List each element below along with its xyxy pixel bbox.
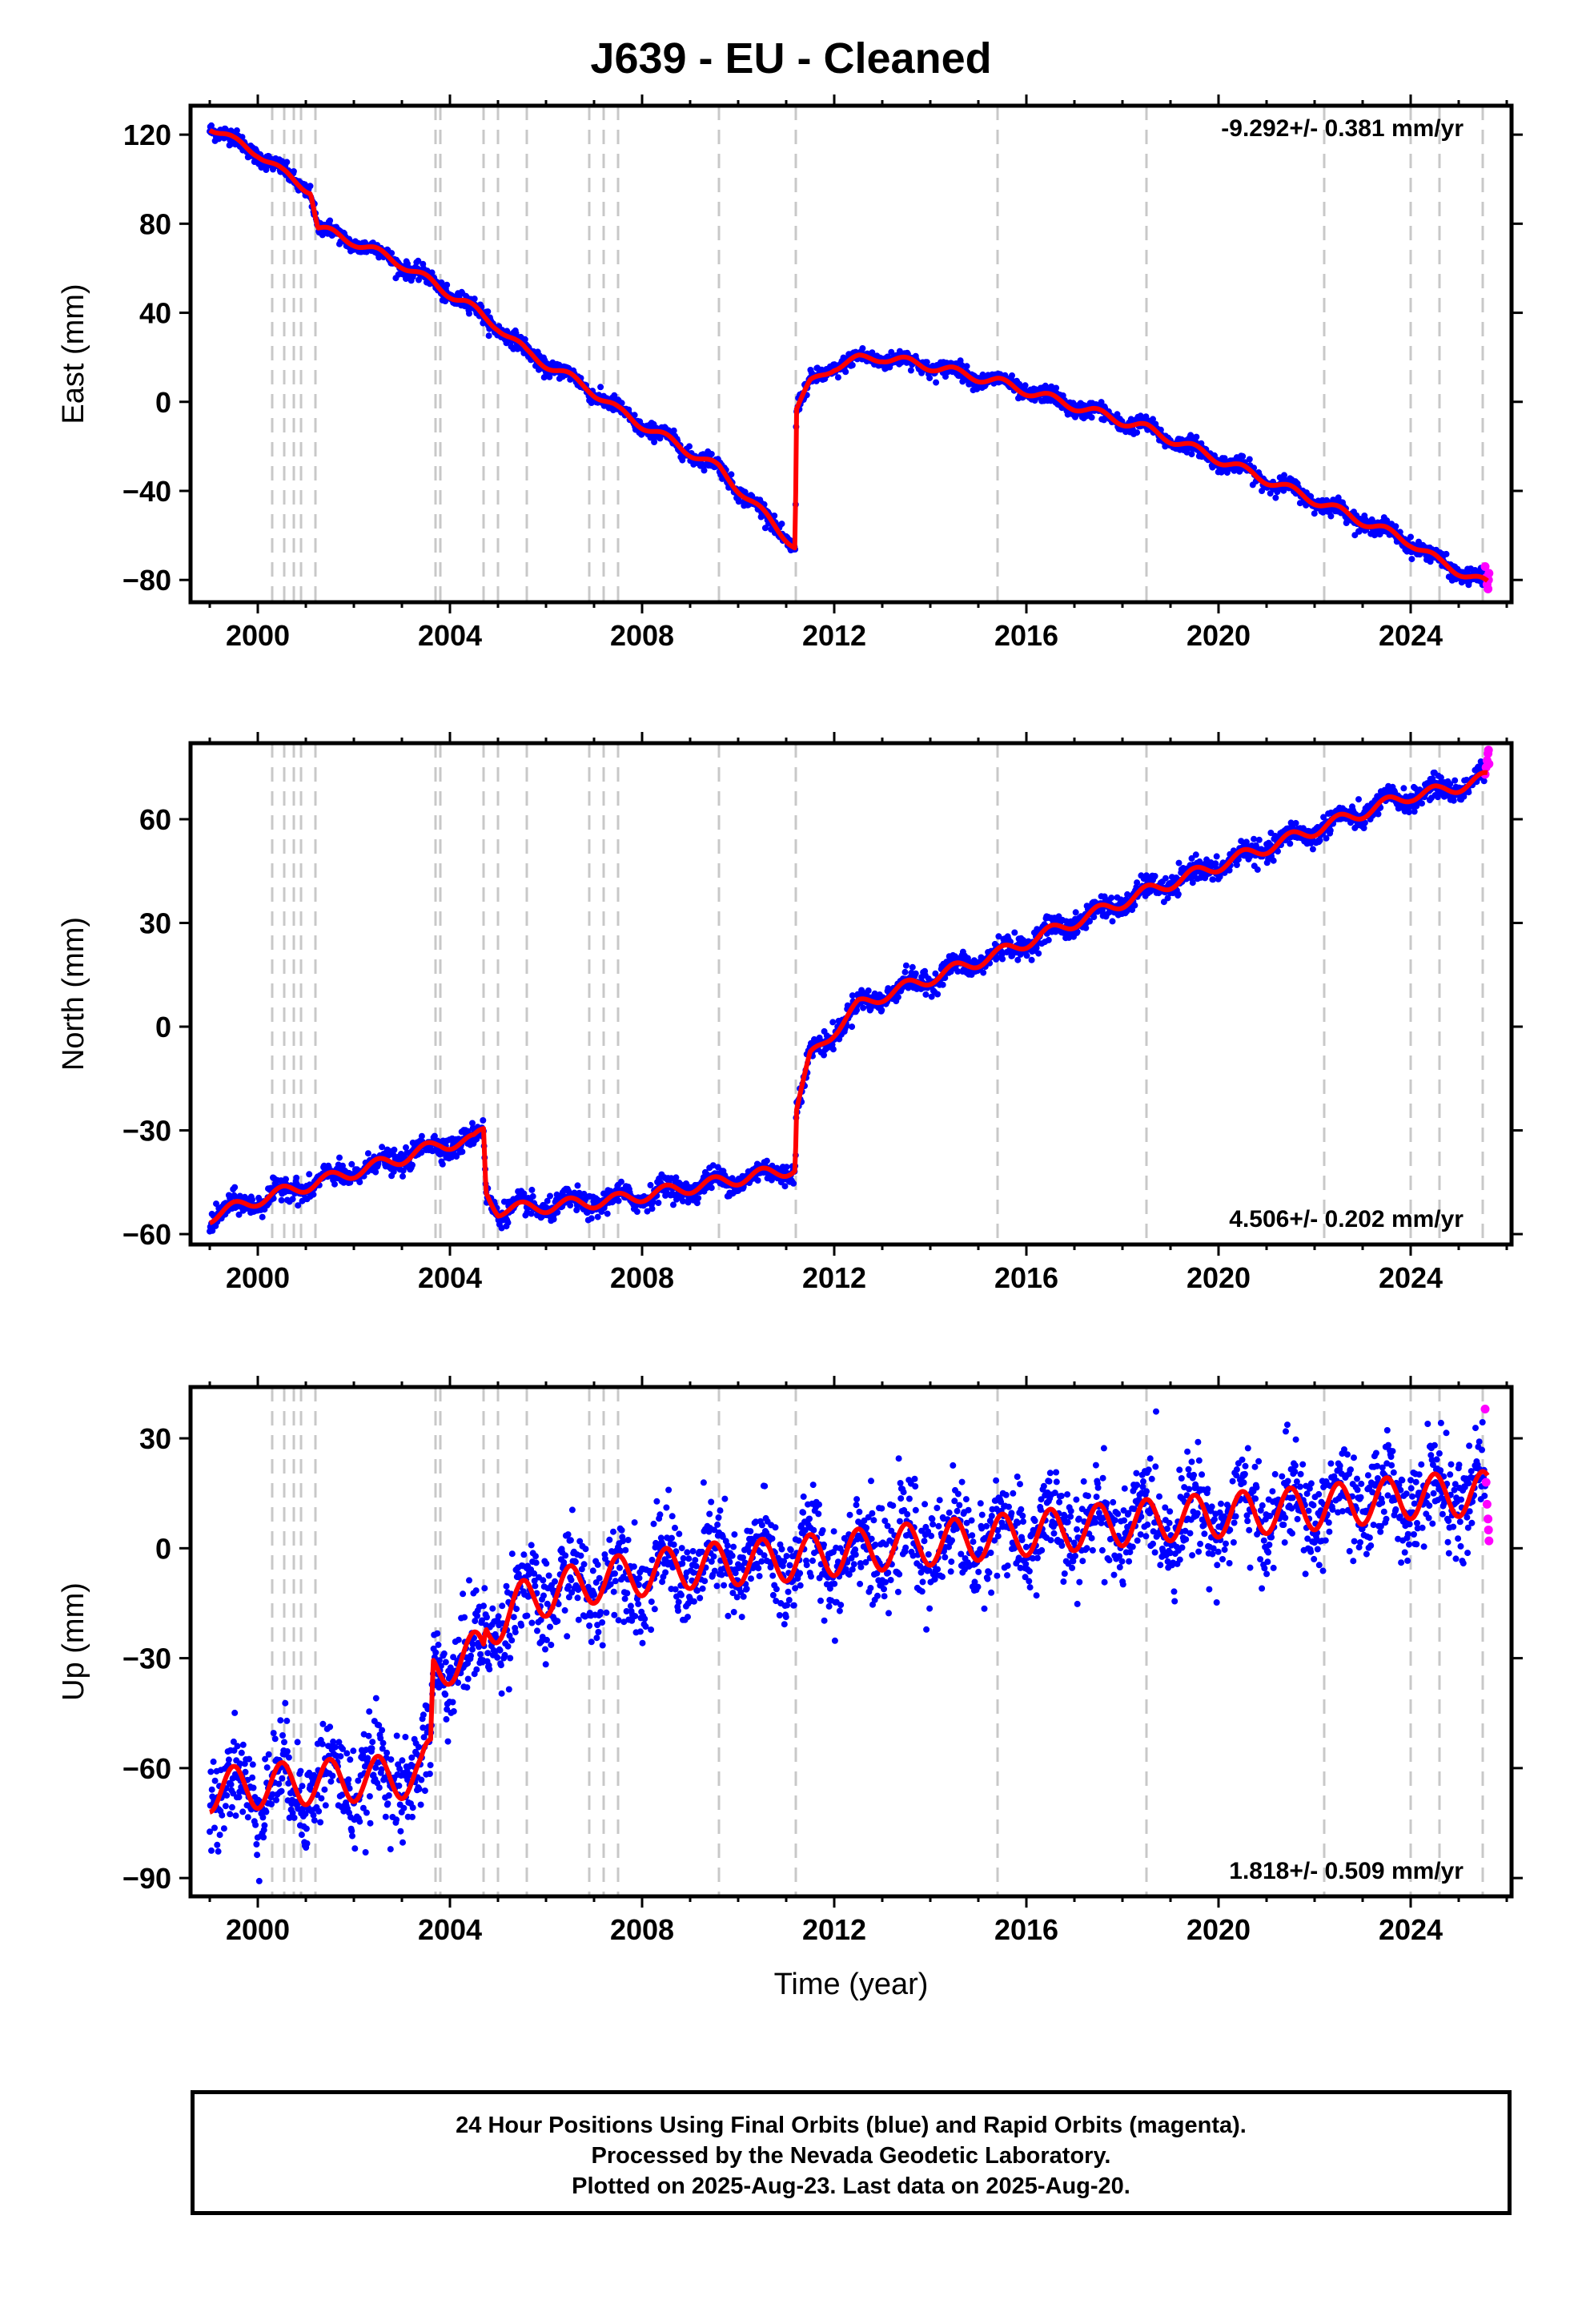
x-tick-label: 2012 <box>802 1261 866 1294</box>
plot-frame <box>188 103 1514 605</box>
x-tick-label: 2020 <box>1186 619 1251 652</box>
x-tick-label: 2004 <box>418 1261 482 1294</box>
y-tick-label: 0 <box>155 1532 171 1565</box>
panel-up: 2000 2004 2008 2012 2016 2020 2024 −90 −60 −30 0 30… <box>57 1376 1523 2001</box>
panel-north: 2000 2004 2008 2012 2016 2020 2024 −60 −30 0 30 60 N… <box>57 732 1523 1294</box>
x-tick-label: 2000 <box>226 619 290 652</box>
rapid-orbit-point <box>1484 1536 1494 1546</box>
x-tick-label: 2016 <box>994 619 1058 652</box>
model-line <box>208 770 1489 1226</box>
rapid-orbit-point <box>1484 759 1494 769</box>
x-tick-label: 2024 <box>1379 1913 1443 1946</box>
footer-caption-box: 24 Hour Positions Using Final Orbits (bl… <box>191 2090 1512 2215</box>
x-axis: 2000 2004 2008 2012 2016 2020 2024 <box>208 94 1508 652</box>
rapid-orbit-point <box>1484 569 1494 578</box>
y-axis-label: Up (mm) <box>57 1582 90 1701</box>
velocity-label: 4.506+/- 0.202 mm/yr <box>1229 1206 1464 1232</box>
y-tick-label: 30 <box>139 1422 171 1455</box>
y-tick-label: 80 <box>139 207 171 240</box>
y-tick-label: −30 <box>122 1115 171 1148</box>
x-tick-label: 2000 <box>226 1261 290 1294</box>
rapid-orbit-point <box>1480 562 1490 572</box>
x-tick-label: 2016 <box>994 1261 1058 1294</box>
footer-line-2: Processed by the Nevada Geodetic Laborat… <box>591 2143 1111 2169</box>
x-axis: 2000 2004 2008 2012 2016 2020 2024 <box>208 732 1508 1294</box>
final-orbit-points <box>207 1408 1488 1884</box>
rapid-orbit-point <box>1484 1514 1493 1524</box>
y-tick-label: −30 <box>122 1642 171 1675</box>
rapid-orbit-points <box>1480 562 1494 593</box>
y-tick-label: 0 <box>155 1011 171 1043</box>
x-tick-label: 2012 <box>802 1913 866 1946</box>
x-tick-label: 2024 <box>1379 619 1443 652</box>
velocity-label: -9.292+/- 0.381 mm/yr <box>1221 115 1464 142</box>
rapid-orbit-point <box>1484 584 1493 593</box>
footer-line-3: Plotted on 2025-Aug-23. Last data on 202… <box>572 2173 1130 2199</box>
footer-line-1: 24 Hour Positions Using Final Orbits (bl… <box>456 2113 1247 2138</box>
panel-east: 2000 2004 2008 2012 2016 2020 2024 −80 −40 0 40 80 1… <box>57 94 1523 652</box>
rapid-orbit-point <box>1484 1525 1493 1534</box>
x-tick-label: 2004 <box>418 1913 482 1946</box>
rapid-orbit-points <box>1480 1404 1494 1546</box>
y-tick-label: 120 <box>123 119 171 151</box>
x-tick-label: 2020 <box>1186 1913 1251 1946</box>
x-tick-label: 2024 <box>1379 1261 1443 1294</box>
y-tick-label: −90 <box>122 1862 171 1895</box>
plot-area <box>207 1404 1494 1884</box>
final-orbit-points <box>207 758 1488 1235</box>
x-tick-label: 2016 <box>994 1913 1058 1946</box>
y-axis: −80 −40 0 40 80 120 <box>122 119 1523 597</box>
plot-frame <box>188 741 1514 1247</box>
model-line <box>208 128 1489 583</box>
x-axis: 2000 2004 2008 2012 2016 2020 2024 <box>208 1376 1508 1946</box>
plot-area <box>207 122 1494 593</box>
y-axis: −90 −60 −30 0 30 <box>122 1422 1523 1895</box>
y-tick-label: 30 <box>139 907 171 939</box>
x-tick-label: 2020 <box>1186 1261 1251 1294</box>
y-tick-label: 0 <box>155 386 171 419</box>
y-axis: −60 −30 0 30 60 <box>122 803 1523 1251</box>
rapid-orbit-point <box>1480 1404 1490 1413</box>
x-tick-label: 2004 <box>418 619 482 652</box>
final-orbit-points <box>207 122 1488 589</box>
x-tick-label: 2008 <box>610 619 674 652</box>
rapid-orbit-point <box>1484 746 1493 755</box>
y-tick-label: 40 <box>139 297 171 330</box>
plot-area <box>207 746 1494 1235</box>
y-tick-label: −80 <box>122 564 171 597</box>
y-tick-label: −60 <box>122 1218 171 1251</box>
x-tick-label: 2000 <box>226 1913 290 1946</box>
rapid-orbit-point <box>1482 1499 1492 1509</box>
y-tick-label: −60 <box>122 1752 171 1785</box>
x-tick-label: 2008 <box>610 1913 674 1946</box>
model-line <box>208 1469 1490 1815</box>
velocity-label: 1.818+/- 0.509 mm/yr <box>1229 1858 1464 1884</box>
plot-frame <box>188 1385 1514 1899</box>
y-axis-label: North (mm) <box>57 917 90 1071</box>
x-axis-label: Time (year) <box>774 1968 929 2001</box>
x-tick-label: 2008 <box>610 1261 674 1294</box>
y-axis-label: East (mm) <box>57 283 90 424</box>
chart-title: J639 - EU - Cleaned <box>590 34 992 82</box>
y-tick-label: 60 <box>139 803 171 836</box>
x-tick-label: 2012 <box>802 619 866 652</box>
y-tick-label: −40 <box>122 475 171 508</box>
rapid-orbit-point <box>1481 1478 1491 1487</box>
